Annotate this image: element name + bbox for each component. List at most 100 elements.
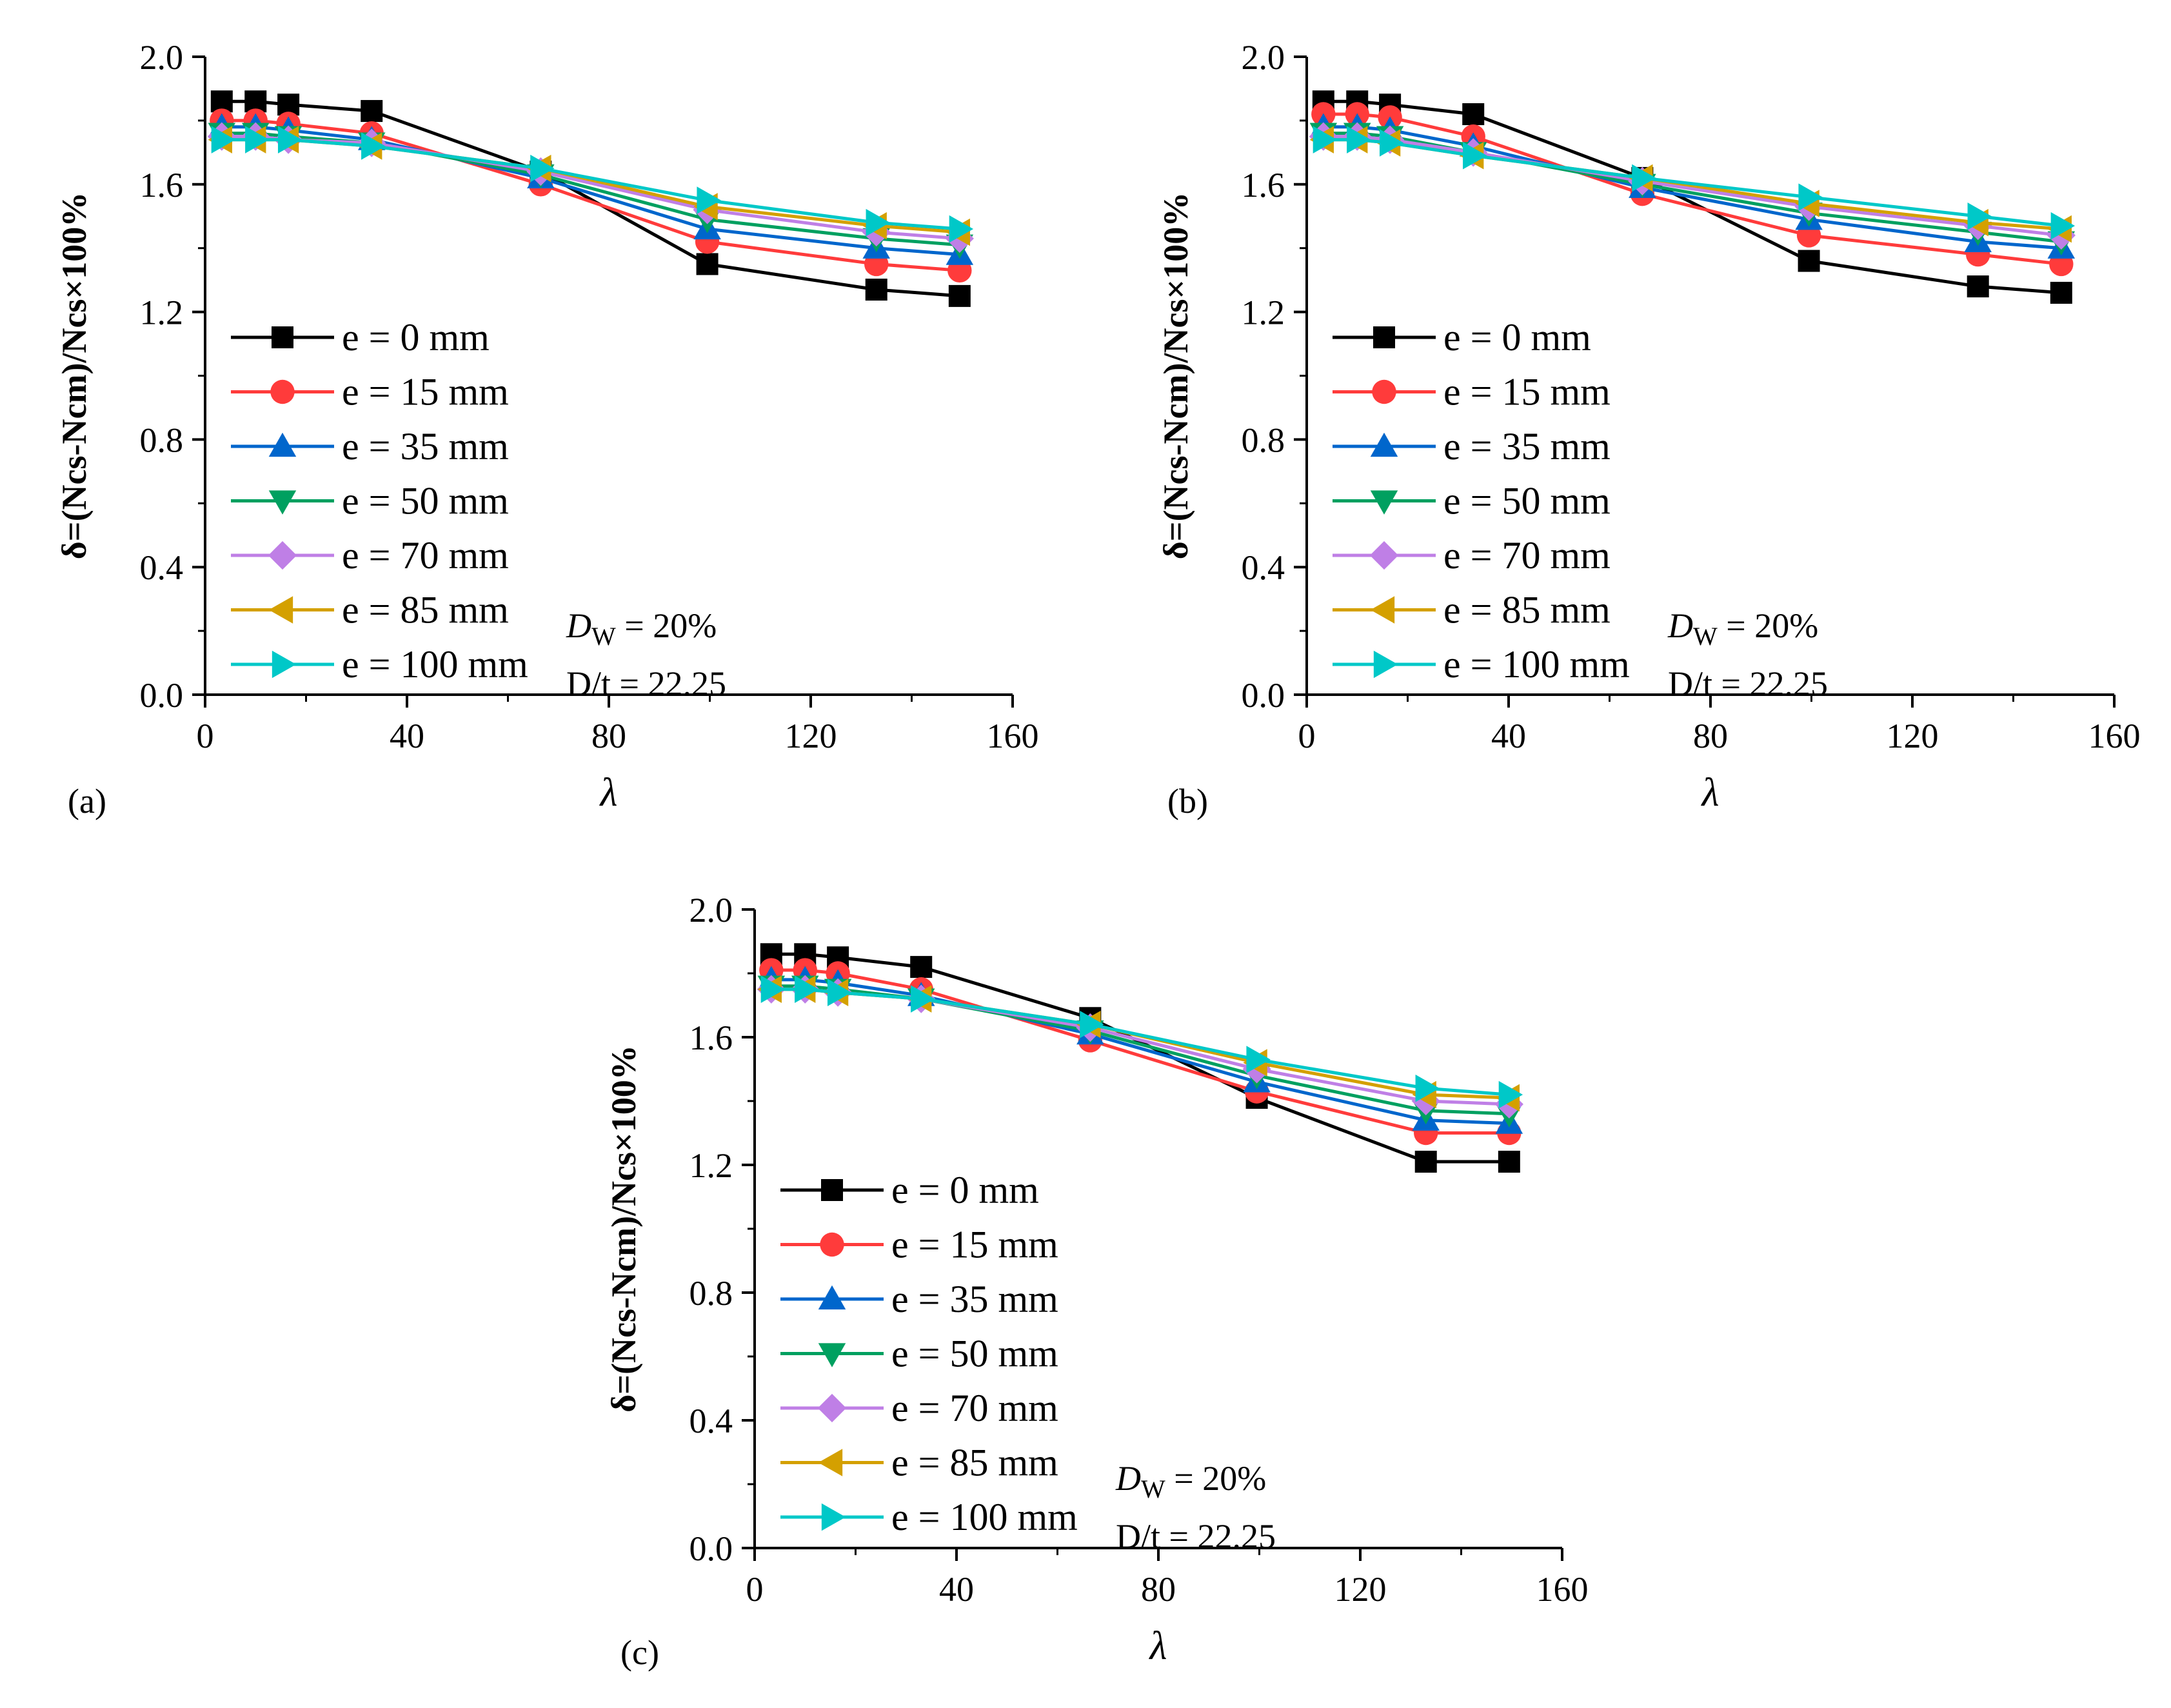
series-7	[1313, 126, 2076, 240]
legend-marker	[1373, 650, 1398, 679]
x-tick-label: 120	[1887, 717, 1939, 755]
legend-label: e = 100 mm	[342, 643, 528, 686]
x-tick-label: 80	[1693, 717, 1728, 755]
data-point	[697, 186, 721, 214]
y-tick-label: 1.2	[689, 1146, 733, 1185]
x-tick-label: 40	[1491, 717, 1526, 755]
data-point	[1313, 126, 1338, 154]
x-tick-label: 40	[390, 717, 424, 755]
panel-label: (a)	[68, 782, 106, 820]
series-line	[771, 952, 1509, 1164]
legend-label: e = 35 mm	[342, 425, 509, 468]
legend-label: e = 70 mm	[1443, 534, 1611, 577]
legend-label: e = 85 mm	[1443, 589, 1611, 631]
legend-label: e = 15 mm	[891, 1224, 1058, 1266]
series-3	[757, 966, 1523, 1134]
data-point	[1080, 1010, 1104, 1038]
legend: e = 0 mm e = 15 mm e = 35 mm e = 50 mm e = 7…	[780, 1169, 1078, 1538]
legend: e = 0 mm e = 15 mm e = 35 mm e = 50 mm e = 7…	[1333, 316, 1630, 686]
y-tick-label: 0.8	[689, 1274, 733, 1313]
legend-marker	[1370, 432, 1398, 457]
legend-label: e = 100 mm	[1443, 643, 1630, 686]
series-7	[211, 126, 974, 243]
y-tick-label: 0.4	[689, 1402, 733, 1440]
y-tick-label: 0.4	[1242, 548, 1285, 587]
x-tick-label: 0	[1298, 717, 1316, 755]
x-tick-label: 0	[746, 1570, 764, 1609]
series-1	[210, 90, 971, 307]
data-point	[910, 956, 933, 978]
data-point	[530, 154, 555, 183]
data-point	[361, 100, 383, 123]
x-axis-label: λ	[1701, 771, 1720, 815]
legend-label: e = 100 mm	[891, 1496, 1078, 1538]
legend-marker	[820, 1232, 844, 1257]
data-point	[696, 253, 719, 275]
y-tick-label: 1.6	[1242, 166, 1285, 204]
chart-panel-2: 0.0 0.4 0.8 1.2 1.6 2.0 0 40 80 120 160 λ δ=(Ncs-Ncm…	[1156, 38, 2141, 820]
data-point	[361, 132, 386, 160]
data-point	[760, 975, 786, 1003]
series-7	[760, 975, 1523, 1109]
data-point	[1967, 275, 1989, 298]
legend-label: e = 85 mm	[342, 589, 509, 631]
dw-annotation: DW = 20%	[1115, 1459, 1266, 1504]
series-line	[221, 99, 960, 298]
x-tick-label: 0	[197, 717, 214, 755]
legend-label: e = 50 mm	[891, 1333, 1058, 1375]
y-tick-label: 0.4	[140, 548, 184, 587]
series-line	[771, 978, 1509, 1126]
y-tick-label: 0.8	[1242, 421, 1285, 459]
data-point	[1798, 250, 1820, 272]
x-axis-label: λ	[1149, 1624, 1167, 1668]
panel-label: (c)	[620, 1633, 659, 1672]
legend-marker	[268, 541, 297, 570]
dt-annotation: D/t = 22.25	[1668, 664, 1828, 703]
legend-label: e = 0 mm	[342, 316, 490, 359]
data-point	[949, 215, 974, 243]
dt-annotation: D/t = 22.25	[566, 664, 726, 703]
legend-label: e = 35 mm	[891, 1278, 1058, 1320]
legend-label: e = 35 mm	[1443, 425, 1611, 468]
data-point	[1246, 1046, 1271, 1073]
data-point	[2050, 212, 2076, 240]
data-point	[911, 985, 935, 1013]
legend-label: e = 0 mm	[891, 1169, 1039, 1211]
legend-marker	[272, 326, 293, 348]
x-tick-label: 80	[591, 717, 626, 755]
legend: e = 0 mm e = 15 mm e = 35 mm e = 50 mm e = 7…	[231, 316, 528, 686]
x-axis-label: λ	[599, 771, 618, 815]
legend-label: e = 50 mm	[1443, 480, 1611, 522]
legend-marker	[818, 1449, 843, 1476]
data-point	[1798, 183, 1823, 211]
legend-marker	[1373, 326, 1395, 348]
legend-marker	[1369, 541, 1399, 570]
legend-marker	[821, 1503, 846, 1531]
legend-label: e = 70 mm	[342, 534, 509, 577]
y-tick-label: 0.0	[689, 1529, 733, 1568]
data-point	[211, 126, 236, 154]
legend-marker	[818, 1285, 846, 1310]
data-point	[1632, 164, 1656, 192]
y-tick-label: 0.0	[1242, 676, 1285, 715]
data-point	[1347, 126, 1371, 154]
legend-marker	[821, 1179, 843, 1201]
data-point	[948, 284, 971, 307]
legend-label: e = 15 mm	[1443, 371, 1611, 413]
data-point	[1462, 103, 1485, 126]
legend-label: e = 0 mm	[1443, 316, 1591, 359]
data-point	[1463, 142, 1487, 170]
legend-marker	[1370, 490, 1398, 515]
y-axis-label: δ=(Ncs-Ncm)/Ncs×100%	[55, 192, 94, 559]
data-point	[1414, 1151, 1437, 1173]
dw-annotation: DW = 20%	[566, 606, 717, 651]
y-tick-label: 2.0	[140, 38, 184, 77]
series-line	[1323, 138, 2062, 228]
y-tick-label: 1.6	[140, 166, 184, 204]
data-point	[2050, 281, 2072, 304]
y-tick-label: 1.2	[1242, 293, 1285, 332]
y-tick-label: 0.0	[140, 676, 184, 715]
legend-marker	[268, 490, 297, 515]
x-tick-label: 160	[987, 717, 1039, 755]
